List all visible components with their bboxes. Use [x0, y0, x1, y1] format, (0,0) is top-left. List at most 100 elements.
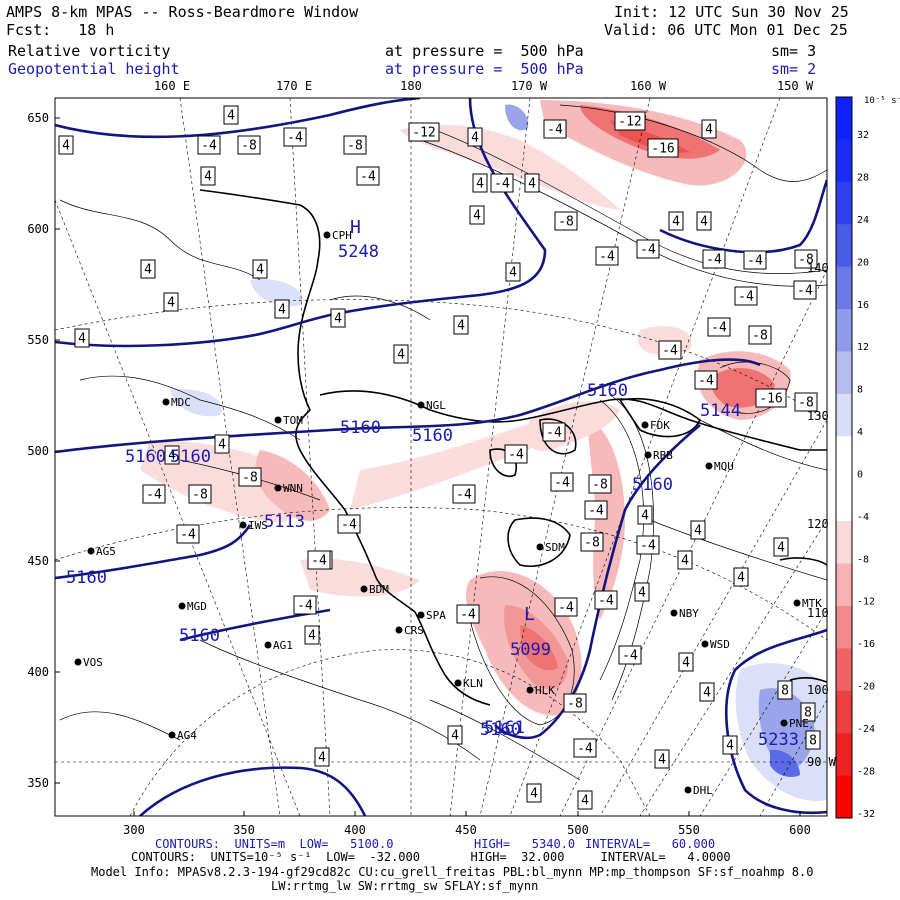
colorbar-swatch [836, 309, 852, 352]
map-area: 4 4 -4 -8 -4 -8 -12 4 -4 -12 -16 4 4 4 -4 -4 4 4 -8 4 4 4 4 4 -4… [55, 98, 827, 816]
x-tick-label: 350 [233, 823, 255, 837]
station-label: SDM [545, 541, 565, 554]
colorbar-label: 12 [857, 342, 869, 353]
contour-label-value: 4 [682, 656, 690, 671]
contour-label-value: -4 [547, 123, 563, 138]
colorbar-label: 28 [857, 173, 869, 184]
station-dot [536, 543, 544, 551]
contour-label-value: -8 [752, 329, 768, 344]
contour-label-value: -16 [759, 392, 782, 407]
height-contour-label: 5161 [484, 718, 525, 738]
station-markers: CPH MDC TOM NGL WNN IWS AG5 MGD AG1 VOS AG4 BDM SPAC… [74, 229, 822, 797]
footer-height-contours: CONTOURS: UNITS=m LOW= 5100.0 [155, 837, 394, 851]
contour-label-value: -4 [460, 608, 476, 623]
contour-label-value: 4 [397, 348, 405, 363]
contour-label-box [636, 239, 660, 259]
colorbar-label: 24 [857, 215, 869, 226]
colorbar-label: 16 [857, 300, 869, 311]
contour-label-box [524, 173, 540, 193]
contour-label-box [163, 292, 179, 312]
contour-label-box [694, 370, 718, 390]
height-center-label: L [524, 604, 535, 625]
contour-label-value: -4 [287, 131, 303, 146]
colorbar-label: -8 [857, 554, 869, 565]
colorbar-swatch [836, 181, 852, 225]
station-dot [526, 686, 534, 694]
contour-label-box [594, 590, 618, 610]
contour-label-value: -4 [706, 253, 722, 268]
height-contour-label: 5160 [632, 475, 673, 495]
colorbar-swatch [836, 775, 852, 819]
contour-label-value: -8 [347, 139, 363, 154]
contour-label-box [330, 308, 346, 328]
height-contour-label: 5160 [125, 447, 166, 467]
colorbar-label: -12 [857, 597, 875, 608]
height-contour-label: 5099 [510, 640, 551, 660]
contour-label-value: -4 [558, 601, 574, 616]
y-tick-label: 650 [27, 111, 49, 125]
y-tick-label: 350 [27, 776, 49, 790]
station-label: TOM [283, 414, 303, 427]
contour-label-box [142, 484, 166, 504]
colorbar-unit: 10⁻⁵ s⁻¹ [864, 96, 900, 106]
contour-label-value: 4 [78, 332, 86, 347]
contour-label-value: 4 [204, 170, 212, 185]
height-contour-label: 5160 [66, 568, 107, 588]
longitude-label-top: 150 W [777, 79, 814, 93]
station-label: HLK [535, 684, 555, 697]
longitude-label-top: 160 W [630, 79, 667, 93]
contour-label-value: 4 [227, 109, 235, 124]
contour-label-value: 4 [694, 524, 702, 539]
contour-label-box [453, 315, 469, 335]
station-dot [323, 231, 331, 239]
station-label: SPA [426, 609, 446, 622]
contour-label-box [504, 444, 528, 464]
contour-label-value: 8 [781, 684, 789, 699]
contour-label-box [794, 249, 818, 269]
station-label: IWS [248, 519, 268, 532]
colorbar-frame [835, 96, 853, 819]
chart-title: AMPS 8-km MPAS -- Ross-Beardmore Window [6, 3, 359, 21]
contour-label-value: 8 [809, 734, 817, 749]
station-dot [74, 658, 82, 666]
longitude-label-right: 140 W [807, 261, 844, 275]
contour-label-value: 4 [581, 794, 589, 809]
contour-label-value: -4 [622, 649, 638, 664]
contour-label-value: -4 [297, 599, 313, 614]
contour-label-value: -4 [577, 742, 593, 757]
contour-label-value: -4 [588, 504, 604, 519]
contour-label-box [467, 127, 483, 147]
contour-label-box [283, 127, 307, 147]
contour-label-value: 8 [804, 706, 812, 721]
height-contour-label: 5160 [179, 626, 220, 646]
contour-label-value: -4 [554, 476, 570, 491]
contour-label-value: 4 [726, 739, 734, 754]
colorbar-swatch [836, 563, 852, 607]
contour-label-box [140, 259, 156, 279]
station-dot [417, 401, 425, 409]
station-label: FDK [650, 419, 670, 432]
contour-label-box [595, 246, 619, 266]
contour-label-value: 4 [278, 303, 286, 318]
field2-smoothing: sm= 2 [771, 60, 817, 78]
station-label: AG5 [96, 545, 116, 558]
contour-label-value: 4 [218, 438, 226, 453]
contour-label-box [176, 524, 200, 544]
contour-label-value: -4 [180, 528, 196, 543]
contour-label-value: -4 [598, 594, 614, 609]
contour-label-box [214, 434, 230, 454]
x-tick-label: 500 [567, 823, 589, 837]
field1-level: at pressure = 500 hPa [385, 42, 584, 60]
contour-label-box [223, 105, 239, 125]
field2-name: Geopotential height [8, 60, 180, 78]
longitude-label-top: 180 [400, 79, 422, 93]
colorbar-swatch [836, 224, 852, 268]
station-dot [701, 640, 709, 648]
contour-label-value: -4 [311, 554, 327, 569]
height-contour-label: 5160 [340, 418, 381, 438]
colorbar-label: 4 [857, 427, 863, 438]
forecast-hour: Fcst: 18 h [6, 21, 115, 39]
longitude-label-right: 130 W [807, 409, 844, 423]
